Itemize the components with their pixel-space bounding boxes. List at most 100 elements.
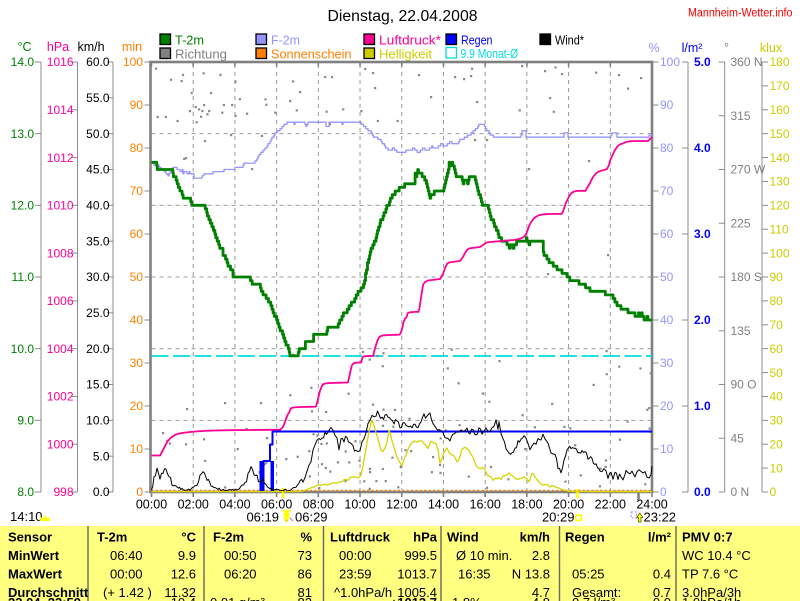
svg-text:30: 30 bbox=[130, 356, 144, 370]
svg-text:km/h: km/h bbox=[77, 40, 104, 54]
svg-text:Wind: Wind bbox=[447, 530, 479, 545]
svg-text:km/h: km/h bbox=[520, 530, 550, 545]
svg-text:^1.0hPa/h: ^1.0hPa/h bbox=[334, 585, 392, 600]
svg-text:100: 100 bbox=[660, 55, 680, 69]
svg-text:1.0hPa/1h: 1.0hPa/1h bbox=[682, 595, 741, 601]
svg-text:50: 50 bbox=[660, 270, 674, 284]
svg-text:1006: 1006 bbox=[47, 294, 74, 308]
svg-text:12:00: 12:00 bbox=[386, 498, 417, 512]
svg-text:30: 30 bbox=[660, 356, 674, 370]
svg-text:4.8: 4.8 bbox=[532, 595, 550, 601]
svg-text:73: 73 bbox=[298, 548, 312, 563]
svg-text:3.0hPa/3h: 3.0hPa/3h bbox=[682, 585, 741, 600]
svg-text:45: 45 bbox=[731, 431, 745, 445]
svg-text:90: 90 bbox=[770, 270, 784, 284]
svg-text:40.0: 40.0 bbox=[86, 199, 110, 213]
svg-text:Helligkeit: Helligkeit bbox=[379, 47, 432, 62]
svg-text:90: 90 bbox=[130, 98, 144, 112]
svg-text:25.0: 25.0 bbox=[86, 306, 110, 320]
svg-text:min: min bbox=[122, 40, 142, 54]
svg-text:Gesamt:: Gesamt: bbox=[572, 585, 621, 600]
svg-text:0: 0 bbox=[660, 485, 667, 499]
svg-text:11.0: 11.0 bbox=[12, 270, 35, 284]
svg-text:l/m²: l/m² bbox=[648, 530, 672, 545]
svg-text:12.6: 12.6 bbox=[171, 567, 196, 582]
svg-text:60: 60 bbox=[770, 342, 784, 356]
svg-text:F-2m: F-2m bbox=[271, 33, 300, 48]
svg-text:10: 10 bbox=[660, 442, 674, 456]
svg-text:20: 20 bbox=[770, 437, 784, 451]
svg-text:40: 40 bbox=[770, 390, 784, 404]
svg-text:1016: 1016 bbox=[47, 55, 74, 69]
svg-text:5.0: 5.0 bbox=[93, 449, 110, 463]
svg-text:00:00: 00:00 bbox=[339, 548, 372, 563]
svg-text:5.0: 5.0 bbox=[694, 55, 711, 69]
svg-text:hPa: hPa bbox=[413, 530, 438, 545]
svg-text:Regen: Regen bbox=[565, 530, 605, 545]
svg-text:06:20: 06:20 bbox=[224, 567, 257, 582]
svg-text:2.0: 2.0 bbox=[694, 313, 711, 327]
svg-text:(+ 1.42 ): (+ 1.42 ) bbox=[103, 585, 152, 600]
svg-text:0: 0 bbox=[770, 485, 777, 499]
svg-text:11.32: 11.32 bbox=[164, 585, 196, 600]
svg-text:10.4: 10.4 bbox=[171, 595, 196, 601]
svg-text:14:00: 14:00 bbox=[428, 498, 459, 512]
svg-text:14.0: 14.0 bbox=[11, 55, 35, 69]
svg-text:10:00: 10:00 bbox=[344, 498, 375, 512]
svg-text:10: 10 bbox=[770, 461, 784, 475]
svg-text:10: 10 bbox=[130, 442, 144, 456]
svg-text:1013.7: 1013.7 bbox=[397, 567, 437, 582]
svg-text:360 N: 360 N bbox=[731, 55, 763, 69]
svg-text:T-2m: T-2m bbox=[175, 33, 204, 48]
svg-text:998: 998 bbox=[53, 485, 73, 499]
svg-text:120: 120 bbox=[770, 199, 790, 213]
svg-text:270 W: 270 W bbox=[731, 163, 766, 177]
svg-text:70: 70 bbox=[660, 184, 674, 198]
svg-text:3.0: 3.0 bbox=[694, 227, 711, 241]
svg-text:06:29: 06:29 bbox=[295, 510, 328, 525]
svg-text:klux: klux bbox=[760, 41, 783, 55]
svg-text:0.0: 0.0 bbox=[694, 485, 711, 499]
svg-text:TP 7.6 °C: TP 7.6 °C bbox=[682, 567, 738, 582]
svg-text:4.0: 4.0 bbox=[694, 141, 711, 155]
svg-text:00:00: 00:00 bbox=[136, 498, 167, 512]
svg-text:23.04 23:59: 23.04 23:59 bbox=[8, 595, 81, 601]
svg-text:30: 30 bbox=[770, 414, 784, 428]
svg-text:0.0: 0.0 bbox=[653, 595, 671, 601]
svg-text:06:19: 06:19 bbox=[246, 510, 279, 525]
svg-text:0.7 l/m³: 0.7 l/m³ bbox=[572, 595, 616, 601]
svg-text:Luftdruck*: Luftdruck* bbox=[379, 33, 441, 48]
svg-text:1.8%: 1.8% bbox=[452, 595, 482, 601]
svg-text:°: ° bbox=[724, 41, 729, 55]
svg-text:°C: °C bbox=[17, 40, 31, 54]
svg-text:40: 40 bbox=[660, 313, 674, 327]
svg-text:130: 130 bbox=[770, 175, 790, 189]
svg-text:45.0: 45.0 bbox=[86, 163, 110, 177]
svg-text:T-2m: T-2m bbox=[97, 530, 127, 545]
svg-text:1002: 1002 bbox=[47, 390, 74, 404]
svg-text:50: 50 bbox=[130, 270, 144, 284]
svg-text:23:22: 23:22 bbox=[644, 510, 677, 525]
svg-text:50: 50 bbox=[770, 366, 784, 380]
svg-text:20:00: 20:00 bbox=[553, 498, 584, 512]
svg-text:Luftdruck: Luftdruck bbox=[330, 530, 391, 545]
svg-text:F-2m: F-2m bbox=[213, 530, 244, 545]
svg-text:l/m²: l/m² bbox=[682, 41, 703, 55]
svg-text:14:10: 14:10 bbox=[10, 509, 43, 524]
svg-text:Wind*: Wind* bbox=[555, 33, 584, 48]
svg-text:23:59: 23:59 bbox=[339, 567, 372, 582]
svg-text:70: 70 bbox=[770, 318, 784, 332]
svg-text:16:35: 16:35 bbox=[458, 567, 491, 582]
svg-text:315: 315 bbox=[731, 109, 751, 123]
svg-text:13.0: 13.0 bbox=[11, 127, 35, 141]
svg-text:0.7: 0.7 bbox=[653, 585, 671, 600]
svg-text:05:25: 05:25 bbox=[572, 567, 605, 582]
svg-text:135: 135 bbox=[731, 324, 751, 338]
svg-text:81: 81 bbox=[298, 585, 312, 600]
svg-text:999.5: 999.5 bbox=[404, 548, 437, 563]
svg-text:30.0: 30.0 bbox=[86, 270, 110, 284]
svg-text:10.0: 10.0 bbox=[86, 414, 110, 428]
svg-text:86: 86 bbox=[298, 567, 312, 582]
svg-text:Mannheim-Wetter.info: Mannheim-Wetter.info bbox=[688, 8, 793, 20]
svg-text:Regen: Regen bbox=[461, 33, 493, 48]
